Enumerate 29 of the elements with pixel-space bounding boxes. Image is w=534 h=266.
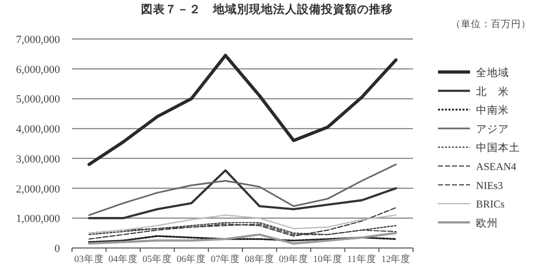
- legend-label: 欧州: [476, 216, 498, 230]
- y-tick-label: 0: [54, 243, 60, 255]
- legend-label: 中国本土: [476, 141, 520, 154]
- x-tick-label: 12年度: [381, 253, 411, 265]
- x-tick-label: 04年度: [108, 253, 138, 265]
- y-tick-label: 4,000,000: [16, 124, 60, 136]
- x-tick-label: 09年度: [278, 253, 308, 265]
- legend-label: アジア: [476, 124, 509, 136]
- legend-label: BRICs: [476, 200, 505, 211]
- x-tick-label: 06年度: [176, 253, 206, 265]
- y-tick-label: 1,000,000: [16, 213, 60, 226]
- legend-label: NIEs3: [476, 180, 503, 192]
- x-tick-label: 05年度: [142, 253, 172, 265]
- x-tick-label: 10年度: [313, 253, 342, 265]
- y-tick-label: 3,000,000: [16, 153, 60, 166]
- y-tick-label: 2,000,000: [16, 183, 60, 196]
- legend-label: ASEAN4: [476, 162, 517, 173]
- x-tick-label: 07年度: [210, 253, 240, 265]
- legend-label: 全地域: [476, 66, 509, 79]
- y-tick-label: 7,000,000: [16, 34, 60, 46]
- text: （単位：百万円）: [451, 18, 531, 30]
- legend-label: 北 米: [476, 84, 509, 98]
- chart-title: 図表７－２ 地域別現地法人設備投資額の推移: [141, 2, 393, 16]
- x-tick-label: 11年度: [347, 253, 376, 265]
- y-tick-label: 6,000,000: [16, 64, 60, 76]
- x-tick-label: 03年度: [74, 253, 104, 265]
- legend-label: 中南米: [476, 104, 509, 117]
- x-tick-label: 08年度: [244, 253, 274, 265]
- y-tick-label: 5,000,000: [16, 94, 60, 106]
